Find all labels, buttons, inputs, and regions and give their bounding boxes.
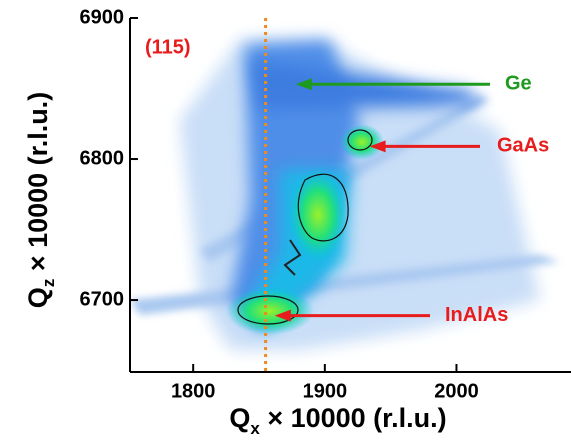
inalas-peak (226, 287, 314, 335)
x-tick-label: 2000 (434, 380, 479, 402)
x-title-rest: × 10000 (r.l.u.) (260, 403, 447, 433)
gaas-peak (340, 124, 384, 160)
y-title-main: Q (23, 287, 53, 308)
annotation-label: GaAs (497, 135, 549, 157)
y-title-sub: z (39, 279, 58, 288)
arrow-head (369, 140, 386, 153)
contour (237, 295, 299, 325)
arrow-head (295, 78, 312, 91)
annotation-label: InAlAs (445, 304, 508, 326)
x-axis-title: Qx × 10000 (r.l.u.) (229, 403, 446, 438)
panel-label: (115) (145, 36, 191, 58)
x-tick-label: 1800 (171, 380, 216, 402)
contour (297, 173, 349, 242)
y-title-rest: × 10000 (r.l.u.) (23, 92, 53, 279)
contour (347, 129, 373, 151)
x-tick-label: 1900 (303, 380, 348, 402)
x-title-main: Q (229, 403, 250, 433)
y-tick-label: 6900 (80, 6, 125, 28)
axes (129, 18, 571, 373)
contour (283, 239, 302, 276)
x-title-sub: x (250, 419, 260, 438)
arrow-head (274, 309, 291, 322)
y-tick-label: 6700 (80, 288, 125, 310)
annotation-label: Ge (505, 73, 532, 95)
y-axis-title: Qz × 10000 (r.l.u.) (23, 92, 58, 308)
y-tick-label: 6800 (80, 147, 125, 169)
